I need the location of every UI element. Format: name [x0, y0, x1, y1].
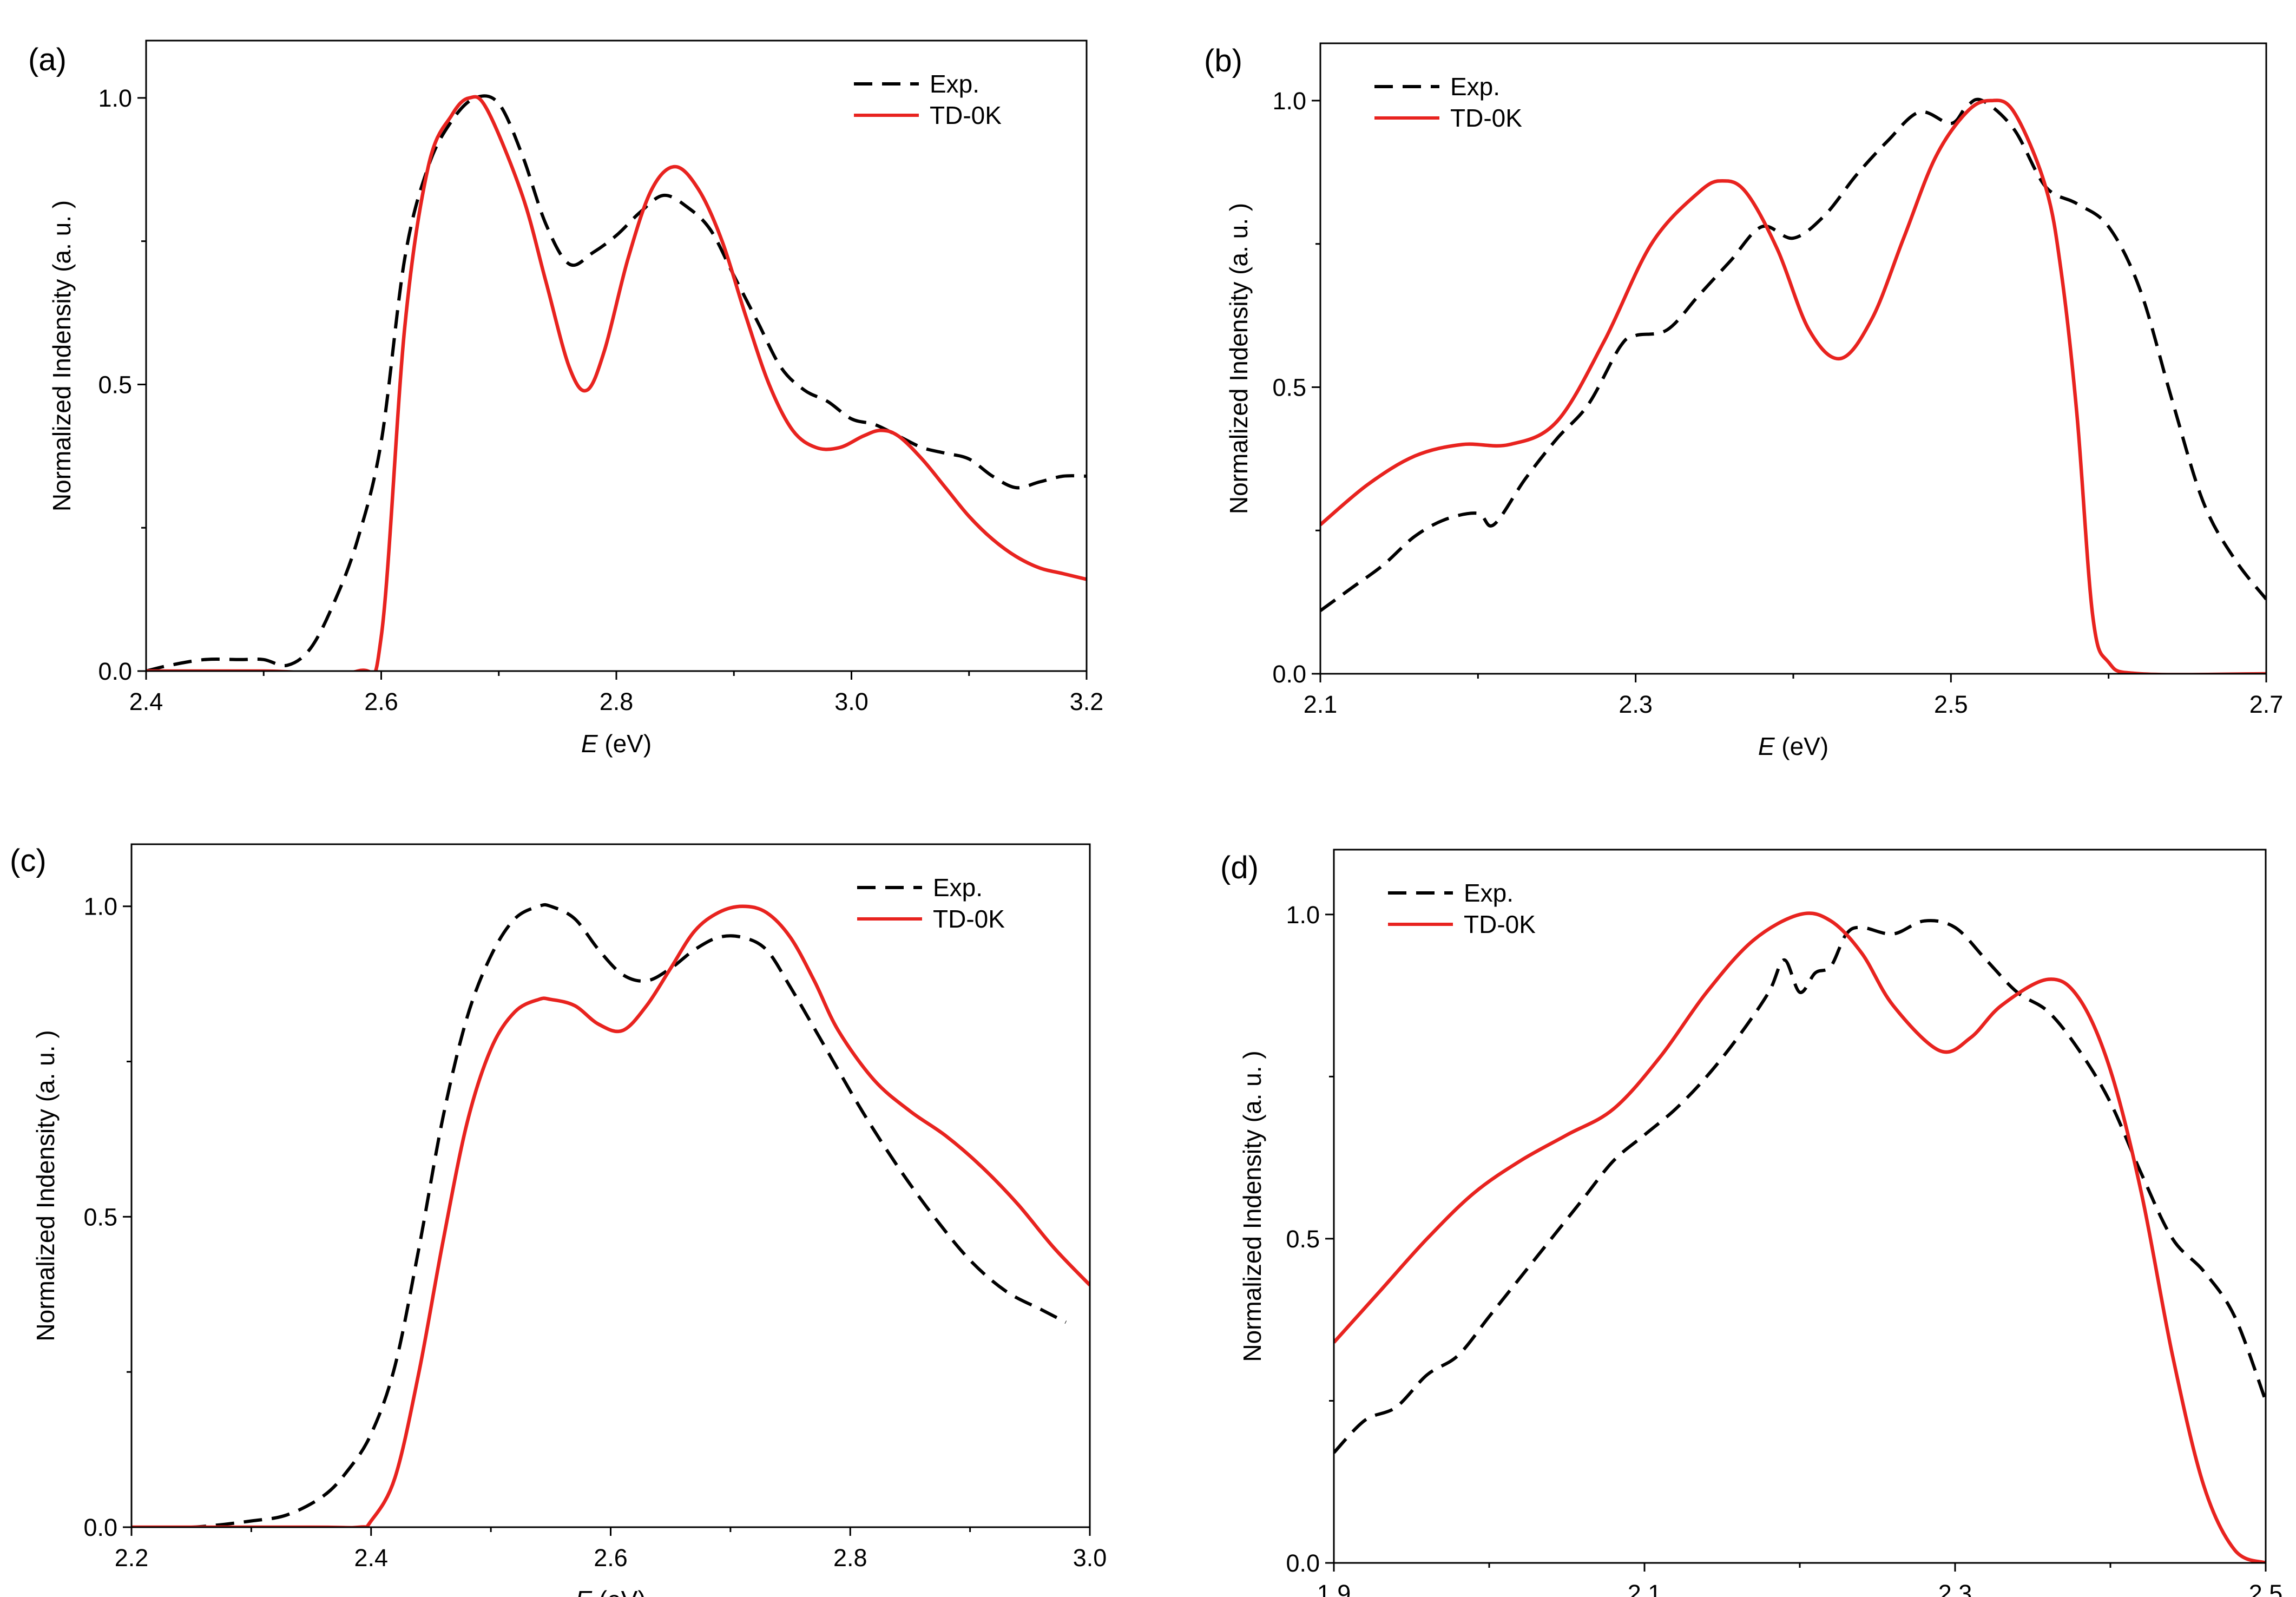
- legend-label-exp: Exp.: [930, 70, 979, 98]
- series-line-exp: [1334, 919, 2266, 1454]
- x-axis-title: E (eV): [581, 730, 652, 758]
- x-tick-label: 2.8: [833, 1544, 867, 1572]
- x-axis-unit: (eV): [592, 1586, 646, 1597]
- y-tick-label: 0.0: [1272, 660, 1306, 688]
- x-tick-label: 2.7: [2249, 691, 2284, 718]
- x-tick-label: 2.8: [600, 688, 634, 715]
- legend: Exp. TD-0K: [1374, 73, 1522, 132]
- y-tick-label: 1.0: [1286, 901, 1320, 929]
- plot-frame: [1319, 42, 2267, 675]
- panel-label: (d): [1220, 850, 1259, 885]
- x-tick-label: 1.9: [1317, 1580, 1351, 1597]
- panel-label: (a): [28, 42, 67, 77]
- x-tick-label: 2.5: [2249, 1580, 2283, 1597]
- legend-label-exp: Exp.: [1450, 73, 1500, 101]
- plot-frame: [130, 843, 1091, 1528]
- x-tick-label: 2.6: [594, 1544, 628, 1572]
- chart-panel-1: (a) 2.4 2.6 2.8 3.0 3.2 0.0 0.5 1.0 E (eV) Normali…: [28, 40, 1104, 758]
- x-tick-label: 3.2: [1070, 688, 1104, 715]
- legend: Exp. TD-0K: [1388, 879, 1536, 938]
- y-tick-label: 0.0: [1286, 1549, 1320, 1577]
- y-axis-title: Normalized Indensity (a. u. ): [48, 200, 76, 511]
- y-tick-label: 1.0: [98, 84, 132, 112]
- x-tick-label: 2.4: [354, 1544, 388, 1572]
- legend-label-exp: Exp.: [1464, 879, 1514, 907]
- series-line-exp: [146, 94, 1087, 671]
- legend-label-td-0k: TD-0K: [930, 101, 1002, 129]
- y-axis-title: Normalized Indensity (a. u. ): [1225, 203, 1253, 514]
- y-tick-label: 0.5: [1272, 373, 1306, 401]
- y-axis-title: Normalized Indensity (a. u. ): [1238, 1050, 1266, 1362]
- y-tick-label: 1.0: [83, 893, 117, 921]
- x-axis-variable: E: [1758, 732, 1775, 760]
- x-tick-label: 2.3: [1938, 1580, 1972, 1597]
- series-line-td-0k: [1320, 98, 2266, 674]
- chart-panel-2: (b) 2.1 2.3 2.5 2.7 0.0 0.5 1.0 E (eV) Normalized…: [1204, 42, 2284, 760]
- x-tick-label: 2.5: [1934, 691, 1968, 718]
- chart-panel-4: (d)1.92.12.32.50.00.51.0E (eV)Normalized…: [1220, 849, 2283, 1597]
- legend-label-exp: Exp.: [933, 873, 983, 902]
- series-line-exp: [131, 903, 1067, 1527]
- x-tick-label: 2.2: [115, 1544, 149, 1572]
- x-tick-label: 2.6: [364, 688, 398, 715]
- series-line-td-0k: [146, 95, 1087, 671]
- series-line-exp: [1320, 97, 2266, 612]
- chart-panel-3: (c) 2.2 2.4 2.6 2.8 3.0 0.0 0.5 1.0 E (eV) Normali…: [10, 843, 1107, 1597]
- y-tick-label: 0.0: [83, 1514, 117, 1541]
- x-axis-variable: E: [581, 730, 598, 758]
- x-tick-label: 3.0: [1073, 1544, 1107, 1572]
- y-tick-label: 1.0: [1272, 87, 1306, 115]
- legend-label-td-0k: TD-0K: [1450, 104, 1522, 132]
- panel-label: (b): [1204, 43, 1242, 78]
- x-axis-unit: (eV): [598, 730, 652, 758]
- series-line-td-0k: [131, 904, 1090, 1527]
- legend: Exp. TD-0K: [857, 873, 1005, 933]
- plot-frame: [1333, 849, 2267, 1564]
- series-line-td-0k: [1334, 911, 2266, 1563]
- legend: Exp. TD-0K: [854, 70, 1002, 129]
- x-tick-label: 3.0: [834, 688, 869, 715]
- y-axis-title: Normalized Indensity (a. u. ): [31, 1030, 60, 1341]
- y-tick-label: 0.5: [98, 371, 132, 398]
- panel-label: (c): [10, 843, 47, 878]
- y-tick-label: 0.5: [1286, 1225, 1320, 1253]
- x-axis-unit: (eV): [1775, 732, 1829, 760]
- x-axis-title: E (eV): [1758, 732, 1828, 760]
- x-tick-label: 2.1: [1628, 1580, 1662, 1597]
- x-tick-label: 2.1: [1304, 691, 1338, 718]
- legend-label-td-0k: TD-0K: [1464, 910, 1536, 938]
- y-tick-label: 0.0: [98, 658, 132, 685]
- x-tick-label: 2.3: [1619, 691, 1653, 718]
- x-axis-variable: E: [575, 1586, 593, 1597]
- x-axis-title: E (eV): [575, 1586, 646, 1597]
- y-tick-label: 0.5: [83, 1203, 117, 1231]
- plot-frame: [145, 40, 1088, 672]
- x-tick-label: 2.4: [129, 688, 163, 715]
- legend-label-td-0k: TD-0K: [933, 905, 1005, 933]
